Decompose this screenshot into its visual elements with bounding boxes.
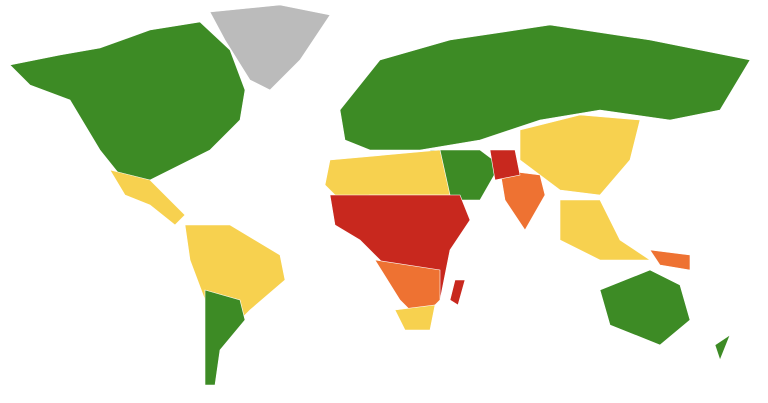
north-america: [9, 21, 246, 181]
madagascar: [449, 279, 466, 306]
eurasia: [339, 24, 751, 151]
australia: [599, 269, 691, 346]
pakistan: [489, 149, 521, 181]
southern-cone: [204, 289, 246, 386]
south-africa: [394, 304, 436, 331]
new-zealand: [714, 334, 731, 361]
central-america: [109, 169, 186, 226]
greenland: [209, 4, 331, 91]
north-africa: [324, 149, 451, 201]
china: [519, 114, 641, 196]
india: [499, 169, 546, 231]
new-guinea: [649, 249, 691, 271]
southeast-asia: [559, 199, 651, 261]
